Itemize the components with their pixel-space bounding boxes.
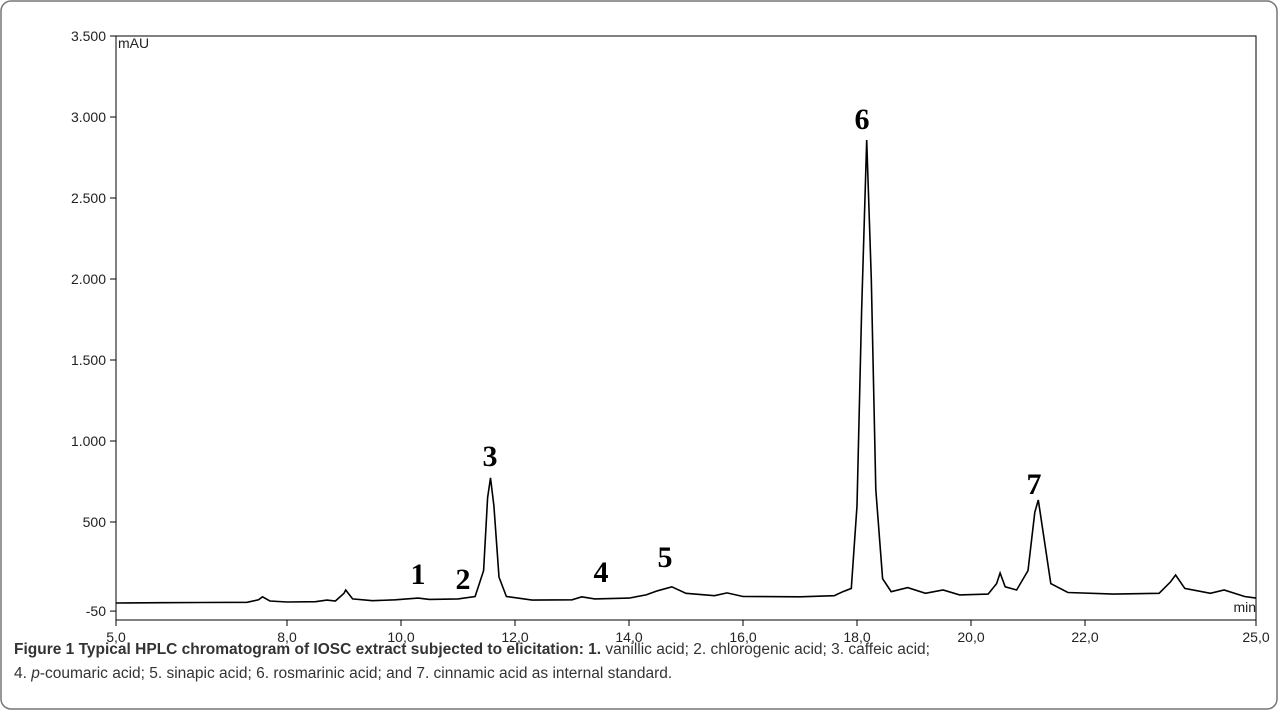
x-tick-label: 8,0 [277,629,297,645]
y-tick-label: 3.000 [71,109,106,125]
y-tick-label: 3.500 [71,28,106,44]
y-tick-label: 500 [83,514,107,530]
x-tick-label: 16,0 [729,629,756,645]
peak-label: 5 [658,541,673,574]
plot-box [115,35,1257,621]
caption-bold: Figure 1 Typical HPLC chromatogram of IO… [14,641,602,658]
x-tick-label: 22,0 [1071,629,1098,645]
peak-label: 4 [594,556,609,589]
peak-label: 1 [411,558,426,591]
y-tick-label: 2.500 [71,190,106,206]
peak-label: 3 [483,440,498,473]
y-tick-label: 1.000 [71,433,106,449]
x-tick-label: 18,0 [843,629,870,645]
peak-label: 6 [855,103,870,136]
x-tick-label: 25,0 [1242,629,1269,645]
peak-label: 2 [456,563,471,596]
caption-text: vanillic acid; 2. chlorogenic acid; 3. c… [601,641,930,658]
caption-italic: p [31,665,40,682]
y-tick-label: 1.500 [71,352,106,368]
x-tick-label: 14,0 [615,629,642,645]
x-tick-label: 10,0 [387,629,414,645]
y-unit: mAU [118,35,149,51]
peak-label: 7 [1027,468,1042,501]
caption-text: 4. [14,665,32,682]
x-unit: min [1233,599,1256,615]
chromatogram-line [115,139,1257,604]
x-tick-label: 5,0 [106,629,126,645]
caption-text: -coumaric acid; 5. sinapic acid; 6. rosm… [39,665,673,682]
x-tick-label: 20,0 [957,629,984,645]
y-tick-label: 2.000 [71,271,106,287]
y-tick-label: -50 [86,603,106,619]
x-tick-label: 12,0 [501,629,528,645]
caption: Figure 1 Typical HPLC chromatogram of IO… [14,638,1264,686]
